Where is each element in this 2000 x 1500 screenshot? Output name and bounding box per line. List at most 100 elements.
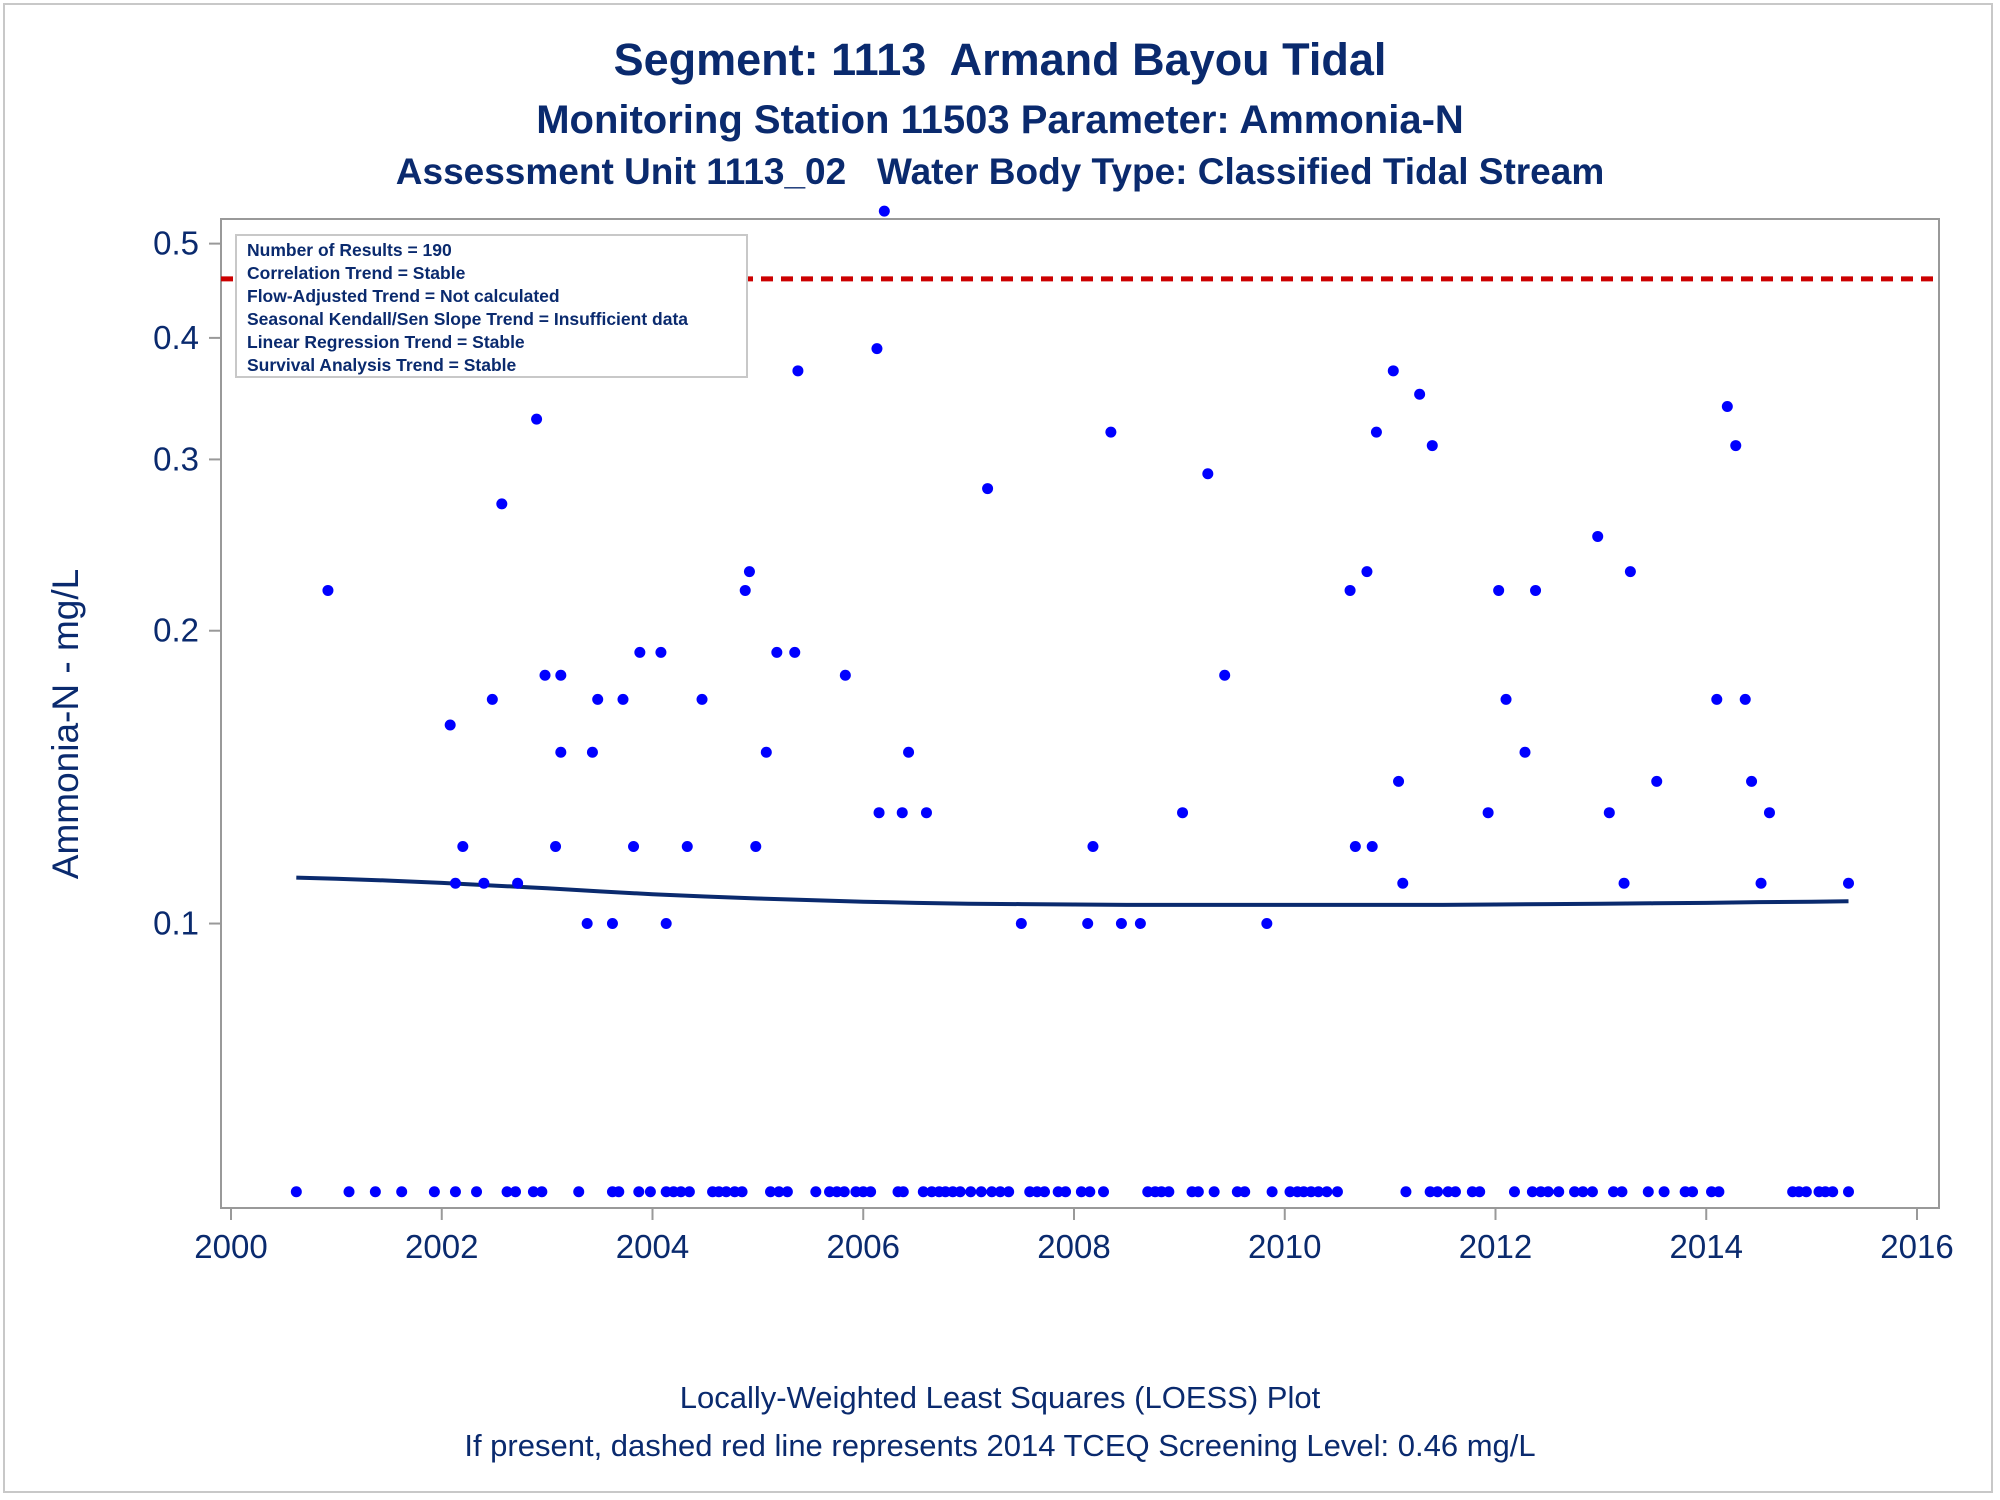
data-point bbox=[628, 841, 640, 853]
data-point bbox=[1426, 440, 1438, 452]
nondetect-point bbox=[633, 1186, 645, 1198]
data-point bbox=[592, 693, 604, 705]
data-point bbox=[789, 646, 801, 658]
data-point bbox=[1087, 841, 1099, 853]
nondetect-point bbox=[1321, 1186, 1333, 1198]
nondetect-point bbox=[428, 1186, 440, 1198]
x-tick-label: 2014 bbox=[1670, 1228, 1743, 1265]
data-point bbox=[1015, 918, 1027, 930]
data-point bbox=[696, 693, 708, 705]
nondetect-point bbox=[683, 1186, 695, 1198]
data-point bbox=[1261, 918, 1273, 930]
nondetect-point bbox=[369, 1186, 381, 1198]
x-tick-label: 2006 bbox=[827, 1228, 900, 1265]
nondetect-point bbox=[917, 1186, 929, 1198]
nondetect-point bbox=[1084, 1186, 1096, 1198]
plot-frame bbox=[220, 218, 1940, 1209]
nondetect-point bbox=[765, 1186, 777, 1198]
nondetect-point bbox=[1075, 1186, 1087, 1198]
stats-line-survival: Survival Analysis Trend = Stable bbox=[247, 355, 517, 375]
nondetect-point bbox=[1608, 1186, 1620, 1198]
nondetect-point bbox=[536, 1186, 548, 1198]
nondetect-point bbox=[343, 1186, 355, 1198]
data-point bbox=[655, 646, 667, 658]
data-point bbox=[878, 205, 890, 217]
nondetect-point bbox=[1449, 1186, 1461, 1198]
data-point bbox=[1134, 918, 1146, 930]
nondetect-point bbox=[1843, 1186, 1855, 1198]
nondetect-point bbox=[1800, 1186, 1812, 1198]
data-point bbox=[896, 807, 908, 819]
x-tick-label: 2000 bbox=[194, 1228, 267, 1265]
data-point bbox=[1755, 877, 1767, 889]
data-point bbox=[743, 566, 755, 578]
nondetect-point bbox=[1266, 1186, 1278, 1198]
x-tick-label: 2016 bbox=[1880, 1228, 1953, 1265]
data-point bbox=[586, 746, 598, 758]
nondetect-point bbox=[994, 1186, 1006, 1198]
data-point bbox=[1624, 566, 1636, 578]
x-tick-label: 2004 bbox=[616, 1228, 689, 1265]
nondetect-point bbox=[1474, 1186, 1486, 1198]
data-point bbox=[1739, 693, 1751, 705]
data-point bbox=[1519, 746, 1531, 758]
data-point bbox=[1530, 584, 1542, 596]
data-point bbox=[539, 669, 551, 681]
nondetect-point bbox=[781, 1186, 793, 1198]
nondetect-point bbox=[644, 1186, 656, 1198]
data-point bbox=[1763, 807, 1775, 819]
data-point bbox=[681, 841, 693, 853]
data-point bbox=[1711, 693, 1723, 705]
nondetect-point bbox=[501, 1186, 513, 1198]
data-point bbox=[1500, 693, 1512, 705]
data-point bbox=[550, 841, 562, 853]
loess-curve bbox=[296, 875, 1849, 907]
footnote-screening-level: If present, dashed red line represents 2… bbox=[464, 1428, 1536, 1463]
nondetect-point bbox=[1432, 1186, 1444, 1198]
nondetect-point bbox=[1577, 1186, 1589, 1198]
data-point bbox=[920, 807, 932, 819]
data-point bbox=[1177, 807, 1189, 819]
nondetect-point bbox=[1616, 1186, 1628, 1198]
nondetect-point bbox=[675, 1186, 687, 1198]
data-point bbox=[750, 841, 762, 853]
data-point bbox=[1393, 775, 1405, 787]
nondetect-point bbox=[1098, 1186, 1110, 1198]
nondetect-point bbox=[1400, 1186, 1412, 1198]
data-point bbox=[771, 646, 783, 658]
data-point bbox=[739, 584, 751, 596]
data-point bbox=[1366, 841, 1378, 853]
nondetect-point bbox=[736, 1186, 748, 1198]
nondetect-point bbox=[527, 1186, 539, 1198]
y-axis-title: Ammonia-N - mg/L bbox=[45, 569, 86, 879]
data-point bbox=[871, 343, 883, 355]
nondetect-point bbox=[1060, 1186, 1072, 1198]
y-tick-label: 0.3 bbox=[153, 440, 199, 477]
nondetect-point bbox=[1038, 1186, 1050, 1198]
nondetect-point bbox=[449, 1186, 461, 1198]
nondetect-point bbox=[865, 1186, 877, 1198]
nondetect-point bbox=[1239, 1186, 1251, 1198]
nondetect-point bbox=[720, 1186, 732, 1198]
nondetect-point bbox=[573, 1186, 585, 1198]
data-point bbox=[617, 693, 629, 705]
data-point bbox=[496, 498, 508, 510]
data-point bbox=[1397, 877, 1409, 889]
nondetect-point bbox=[1003, 1186, 1015, 1198]
data-point bbox=[457, 841, 469, 853]
stats-legend: Number of Results = 190 Correlation Tren… bbox=[235, 234, 748, 378]
x-tick-label: 2002 bbox=[405, 1228, 478, 1265]
data-point bbox=[660, 918, 672, 930]
data-point bbox=[1414, 388, 1426, 400]
data-point bbox=[1603, 807, 1615, 819]
chart-subtitle-station: Monitoring Station 11503 Parameter: Ammo… bbox=[536, 98, 1464, 142]
nondetect-point bbox=[975, 1186, 987, 1198]
y-tick-label: 0.2 bbox=[153, 612, 199, 649]
nondetect-point bbox=[396, 1186, 408, 1198]
data-point bbox=[760, 746, 772, 758]
nondetect-point bbox=[954, 1186, 966, 1198]
nondetect-point bbox=[1642, 1186, 1654, 1198]
stats-legend-box bbox=[235, 234, 748, 378]
data-point bbox=[1618, 877, 1630, 889]
